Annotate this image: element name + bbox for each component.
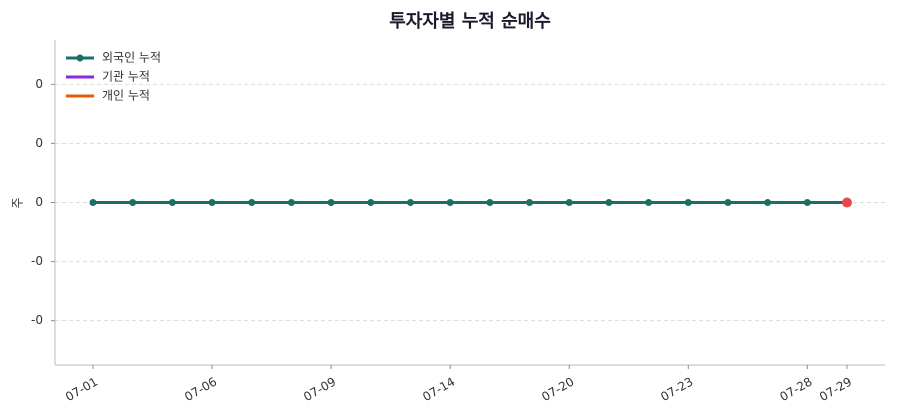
data-point (287, 199, 295, 206)
y-tick-label: -0 (31, 254, 43, 268)
data-point (168, 199, 176, 206)
data-point (208, 199, 216, 206)
legend-label: 기관 누적 (102, 70, 150, 84)
data-point (565, 199, 573, 206)
data-point (684, 199, 692, 206)
legend-label: 외국인 누적 (102, 51, 161, 65)
data-point (129, 199, 137, 206)
data-point (605, 199, 613, 206)
x-tick-label: 07-01 (63, 375, 100, 405)
data-point (526, 199, 534, 206)
data-point (724, 199, 732, 206)
data-point (842, 197, 852, 208)
data-point (803, 199, 811, 206)
data-point (764, 199, 772, 206)
data-point (446, 199, 454, 206)
x-tick-label: 07-06 (182, 375, 219, 405)
x-tick-label: 07-09 (301, 375, 338, 405)
data-point (645, 199, 653, 206)
y-tick-label: 0 (35, 195, 43, 209)
y-axis-label: 주 (11, 197, 25, 208)
x-tick-label: 07-28 (777, 375, 814, 405)
data-point (486, 199, 494, 206)
y-tick-label: 0 (35, 136, 43, 150)
data-point (248, 199, 256, 206)
chart-title: 투자자별 누적 순매수 (389, 11, 551, 32)
y-tick-label: -0 (31, 313, 43, 327)
x-tick-label: 07-29 (817, 375, 854, 405)
legend-marker (76, 54, 84, 62)
legend-label: 개인 누적 (102, 89, 150, 103)
y-tick-label: 0 (35, 77, 43, 91)
data-point (89, 199, 97, 206)
x-tick-label: 07-23 (658, 375, 695, 405)
x-tick-label: 07-14 (420, 375, 457, 405)
data-point (367, 199, 375, 206)
data-point (327, 199, 335, 206)
x-tick-label: 07-20 (539, 375, 576, 405)
data-point (406, 199, 414, 206)
